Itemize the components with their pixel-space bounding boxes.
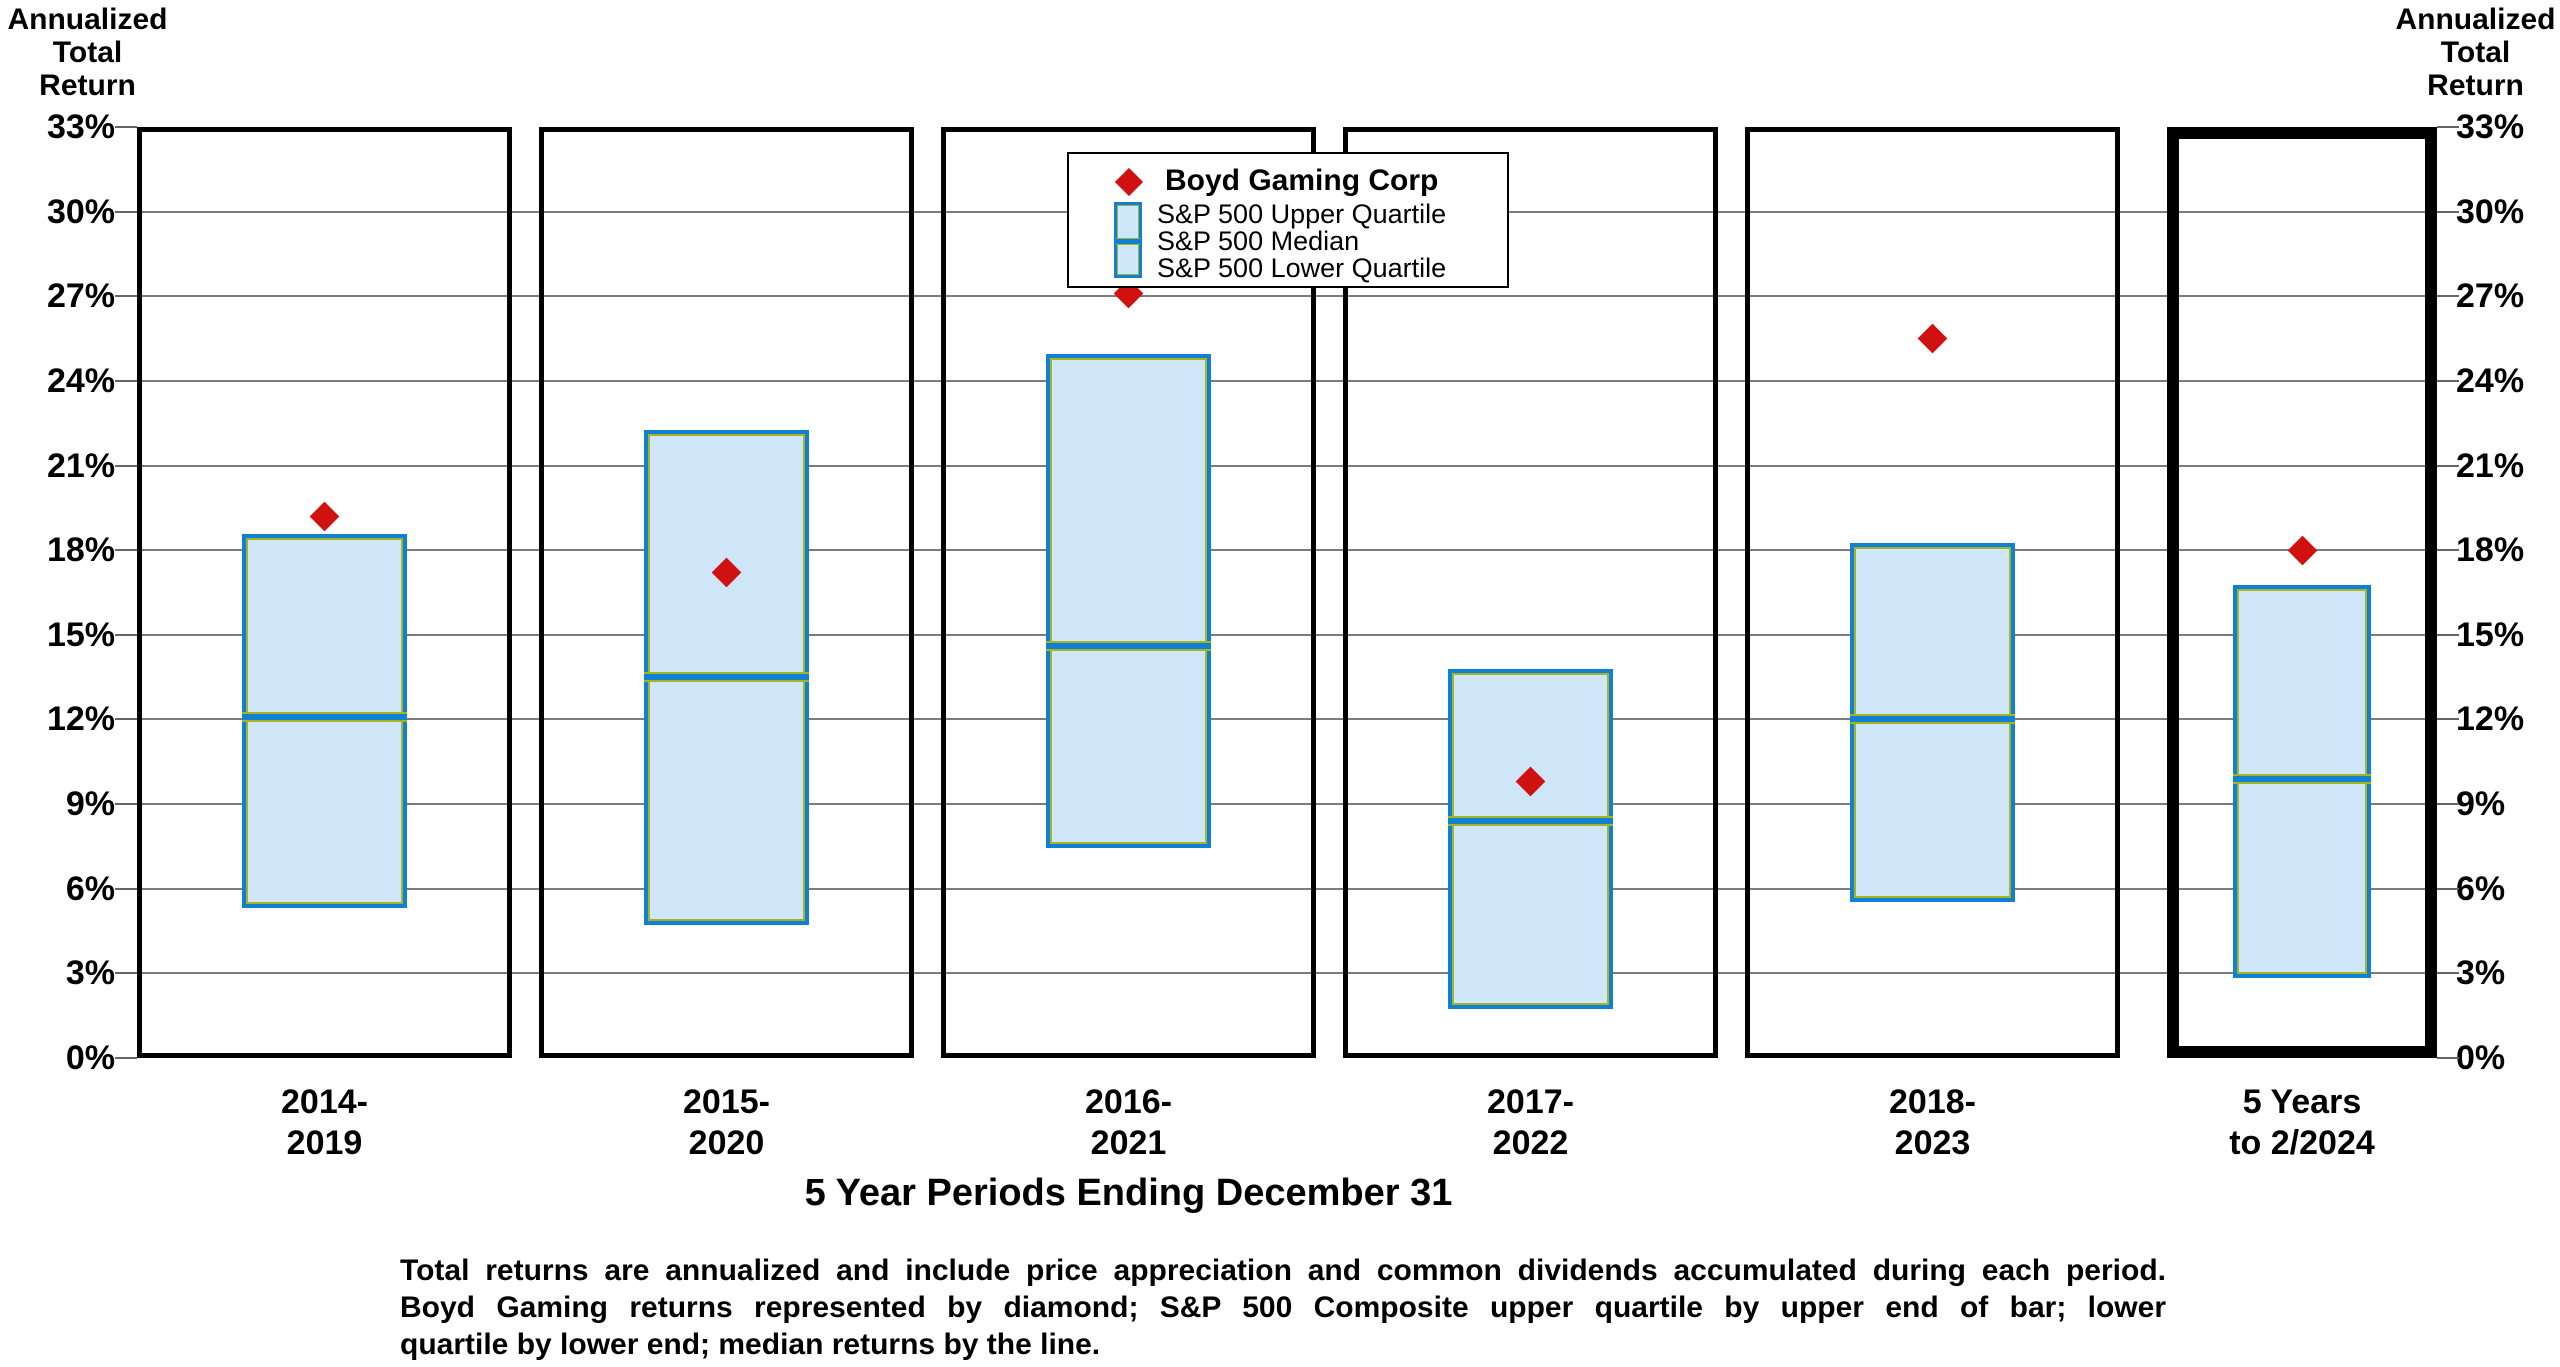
x-category-label: 2018- 2023 (1889, 1083, 1976, 1162)
y-tick-left (115, 803, 137, 806)
y-tick-left (115, 1057, 137, 1059)
legend: Boyd Gaming Corp S&P 500 Upper Quartile … (1067, 152, 1509, 288)
median-line (644, 672, 809, 683)
x-category-label: 2016- 2021 (1085, 1083, 1172, 1162)
y-tick-label-left: 9% (65, 785, 115, 824)
quartile-box-icon (1114, 202, 1142, 278)
y-tick-right (2437, 1057, 2459, 1059)
y-tick-label-left: 18% (46, 531, 115, 570)
y-tick-right (2437, 633, 2459, 636)
median-line (2233, 773, 2371, 784)
y-tick-label-right: 12% (2456, 700, 2525, 739)
y-tick-label-left: 33% (46, 108, 115, 146)
y-tick-label-left: 30% (46, 192, 115, 231)
legend-upper-quartile-label: S&P 500 Upper Quartile (1157, 199, 1447, 229)
y-axis-title-left: Annualized Total Return (7, 3, 168, 102)
x-category-label: 5 Years to 2/2024 (2229, 1083, 2375, 1162)
legend-median-label: S&P 500 Median (1157, 226, 1360, 256)
gridline (137, 718, 2437, 721)
y-tick-left (115, 549, 137, 552)
y-tick-left (115, 718, 137, 721)
median-line-icon (1116, 238, 1140, 245)
y-tick-right (2437, 803, 2459, 806)
period-panel (2167, 127, 2437, 1058)
x-category-label: 2014- 2019 (281, 1083, 368, 1162)
footnote-line: Total returns are annualized and include… (400, 1254, 2166, 1287)
boyd-diamond-icon (1114, 167, 1144, 197)
y-tick-label-left: 15% (46, 615, 115, 654)
y-tick-label-left: 3% (65, 954, 115, 993)
period-panel (137, 127, 512, 1058)
gridline (137, 379, 2437, 382)
y-tick-label-right: 9% (2456, 785, 2506, 824)
y-tick-right (2437, 210, 2459, 213)
median-line (242, 711, 407, 722)
period-panel (941, 127, 1316, 1058)
footnote-line: Boyd Gaming returns represented by diamo… (400, 1291, 2166, 1324)
y-tick-left (115, 972, 137, 975)
y-tick-right (2437, 379, 2459, 382)
y-tick-label-right: 6% (2456, 869, 2506, 908)
gridline (137, 464, 2437, 467)
footnote-line: quartile by lower end; median returns by… (400, 1328, 1101, 1361)
median-line (1046, 641, 1211, 652)
y-tick-left (115, 126, 137, 128)
y-tick-left (115, 887, 137, 890)
x-category-label: 2017- 2022 (1487, 1083, 1574, 1162)
y-tick-label-right: 27% (2456, 277, 2525, 316)
y-tick-right (2437, 464, 2459, 467)
y-tick-label-left: 27% (46, 277, 115, 316)
y-tick-left (115, 379, 137, 382)
y-tick-label-right: 30% (2456, 192, 2525, 231)
y-tick-left (115, 295, 137, 298)
y-tick-left (115, 464, 137, 467)
gridline (137, 972, 2437, 975)
y-axis-title-right: Annualized Total Return (2395, 3, 2556, 102)
y-tick-label-left: 12% (46, 700, 115, 739)
legend-boyd-label: Boyd Gaming Corp (1165, 164, 1439, 197)
y-tick-label-right: 15% (2456, 615, 2525, 654)
legend-lower-quartile-label: S&P 500 Lower Quartile (1157, 253, 1447, 283)
y-tick-label-right: 21% (2456, 446, 2525, 485)
y-tick-right (2437, 126, 2459, 128)
gridline (137, 549, 2437, 552)
y-tick-left (115, 210, 137, 213)
x-category-label: 2015- 2020 (683, 1083, 770, 1162)
footnote: Total returns are annualized and include… (400, 1252, 2166, 1363)
y-tick-label-right: 24% (2456, 361, 2525, 400)
median-line (1850, 714, 2015, 725)
y-tick-right (2437, 972, 2459, 975)
quartile-box (1046, 353, 1211, 849)
median-line (1448, 816, 1613, 827)
x-axis-title: 5 Year Periods Ending December 31 (804, 1172, 1453, 1214)
gridline (137, 887, 2437, 890)
y-tick-label-left: 21% (46, 446, 115, 485)
gridline (137, 633, 2437, 636)
quartile-box (1448, 669, 1613, 1010)
y-tick-label-right: 18% (2456, 531, 2525, 570)
period-panel (1745, 127, 2120, 1058)
y-tick-right (2437, 549, 2459, 552)
y-tick-label-right: 33% (2456, 108, 2525, 146)
y-tick-right (2437, 295, 2459, 298)
y-tick-label-left: 6% (65, 869, 115, 908)
y-tick-left (115, 633, 137, 636)
period-panel (539, 127, 914, 1058)
y-tick-right (2437, 887, 2459, 890)
y-tick-right (2437, 718, 2459, 721)
y-tick-label-left: 24% (46, 361, 115, 400)
gridline (137, 295, 2437, 298)
gridline (137, 803, 2437, 806)
y-tick-label-right: 0% (2456, 1039, 2506, 1077)
period-panel (1343, 127, 1718, 1058)
y-tick-label-left: 0% (65, 1039, 115, 1077)
y-tick-label-right: 3% (2456, 954, 2506, 993)
